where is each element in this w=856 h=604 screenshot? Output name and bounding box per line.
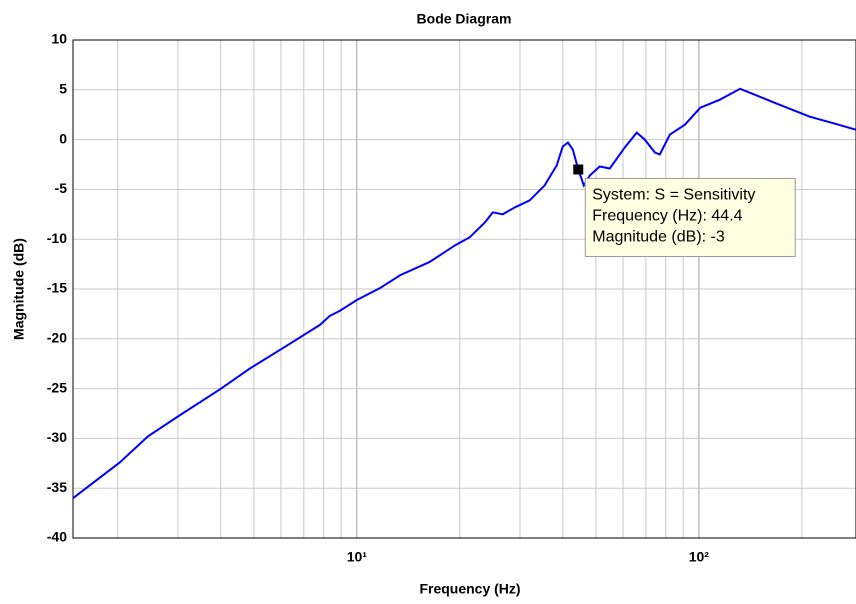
x-tick-label: 10¹	[347, 549, 368, 565]
y-tick-label: -40	[47, 529, 67, 545]
y-tick-label: 0	[59, 130, 67, 146]
datatip-text: System: S = Sensitivity	[592, 187, 755, 204]
y-tick-label: -5	[55, 180, 68, 196]
x-tick-label: 10²	[689, 549, 710, 565]
y-tick-label: -10	[47, 230, 67, 246]
y-tick-label: 10	[51, 31, 67, 47]
y-tick-label: -20	[47, 330, 67, 346]
plot-frame	[72, 39, 856, 539]
y-tick-label: -30	[47, 429, 67, 445]
y-tick-label: -35	[47, 479, 67, 495]
x-axis-label: Frequency (Hz)	[419, 581, 520, 597]
y-tick-label: -15	[47, 280, 67, 296]
datatip-text: Frequency (Hz): 44.4	[592, 208, 742, 225]
y-tick-label: 5	[59, 81, 67, 97]
datatip-box	[584, 177, 796, 257]
y-axis-label: Magnitude (dB)	[11, 238, 27, 340]
chart-title: Bode Diagram	[417, 11, 512, 27]
y-tick-label: -25	[47, 379, 67, 395]
series-line	[72, 87, 856, 499]
datatip-text: Magnitude (dB): -3	[592, 229, 725, 246]
datatip-marker	[573, 164, 584, 175]
